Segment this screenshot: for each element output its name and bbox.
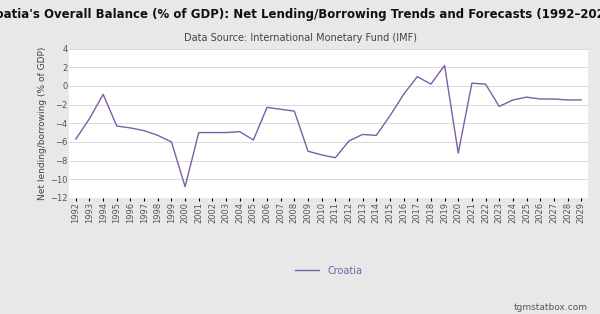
Croatia xyxy=(154,133,161,137)
Croatia xyxy=(236,130,244,133)
Croatia xyxy=(509,98,517,102)
Croatia xyxy=(127,126,134,130)
Y-axis label: Net lending/borrowing (% of GDP): Net lending/borrowing (% of GDP) xyxy=(38,46,47,200)
Line: Croatia: Croatia xyxy=(76,65,581,187)
Croatia xyxy=(427,82,434,86)
Croatia xyxy=(263,106,271,109)
Croatia xyxy=(496,105,503,108)
Croatia xyxy=(181,185,188,188)
Legend: Croatia: Croatia xyxy=(291,262,366,279)
Croatia xyxy=(550,97,557,101)
Croatia xyxy=(86,117,93,121)
Croatia xyxy=(482,82,489,86)
Croatia xyxy=(250,138,257,142)
Croatia xyxy=(304,149,311,153)
Croatia xyxy=(346,139,353,143)
Croatia xyxy=(291,109,298,113)
Croatia xyxy=(113,124,121,128)
Croatia xyxy=(523,95,530,99)
Croatia xyxy=(373,133,380,137)
Croatia xyxy=(441,63,448,67)
Croatia xyxy=(332,156,339,160)
Croatia xyxy=(469,81,476,85)
Croatia xyxy=(386,114,394,118)
Croatia xyxy=(536,97,544,101)
Croatia xyxy=(140,129,148,133)
Croatia xyxy=(100,92,107,96)
Croatia xyxy=(277,107,284,111)
Croatia xyxy=(413,75,421,78)
Croatia xyxy=(72,137,79,141)
Croatia xyxy=(318,153,325,157)
Croatia xyxy=(564,98,571,102)
Text: tgmstatbox.com: tgmstatbox.com xyxy=(514,303,588,312)
Text: Croatia's Overall Balance (% of GDP): Net Lending/Borrowing Trends and Forecasts: Croatia's Overall Balance (% of GDP): Ne… xyxy=(0,8,600,21)
Croatia xyxy=(195,131,202,134)
Croatia xyxy=(400,92,407,96)
Croatia xyxy=(223,131,230,134)
Croatia xyxy=(578,98,585,102)
Croatia xyxy=(209,131,216,134)
Croatia xyxy=(168,140,175,144)
Croatia xyxy=(455,151,462,155)
Croatia xyxy=(359,133,366,136)
Text: Data Source: International Monetary Fund (IMF): Data Source: International Monetary Fund… xyxy=(184,33,416,43)
